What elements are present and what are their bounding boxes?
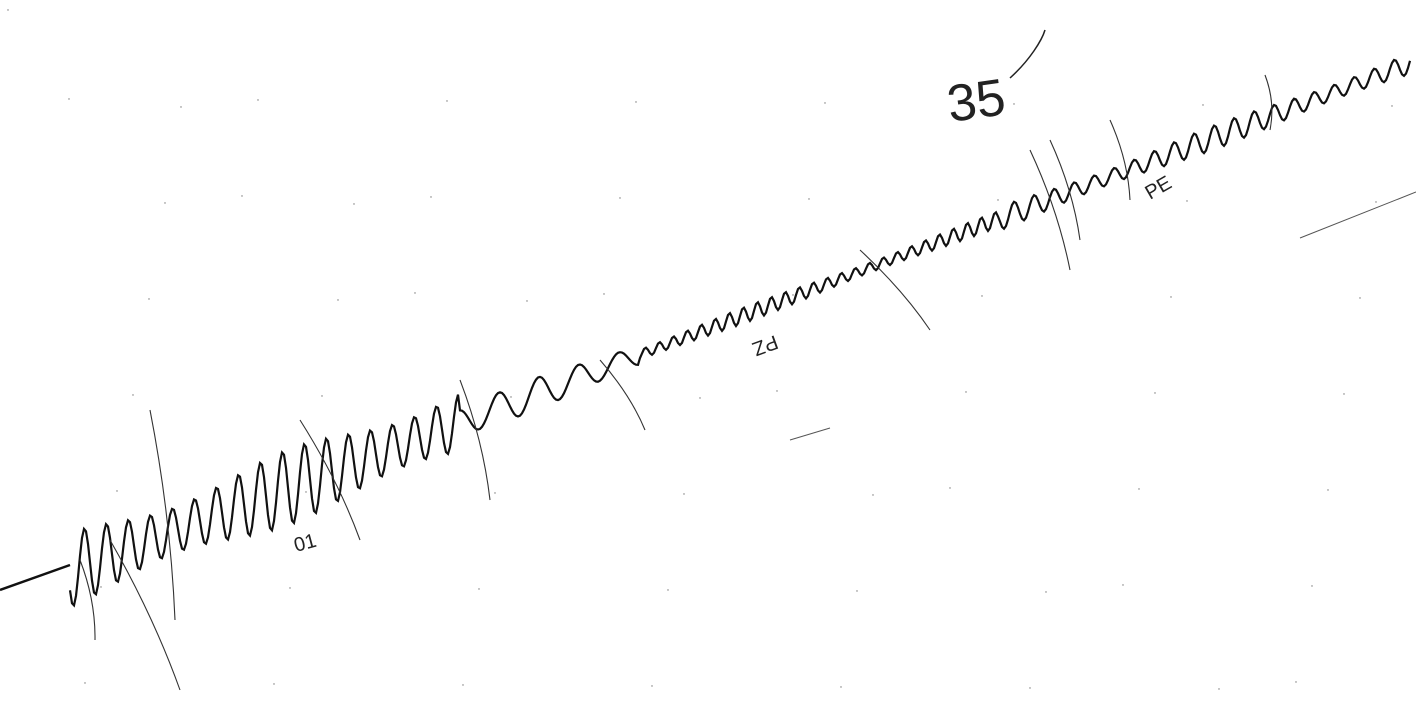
spike xyxy=(299,419,361,541)
speck xyxy=(792,294,794,296)
speck xyxy=(651,685,653,687)
speck xyxy=(808,198,810,200)
speck xyxy=(289,587,291,589)
speck xyxy=(840,686,842,688)
trace xyxy=(7,9,1412,691)
pen-stroke xyxy=(1299,191,1416,239)
speck xyxy=(824,102,826,104)
speck xyxy=(635,101,637,103)
speck xyxy=(241,195,243,197)
speck xyxy=(337,299,339,301)
speck xyxy=(1170,296,1172,298)
speck xyxy=(1202,104,1204,106)
spike xyxy=(459,379,491,501)
speck xyxy=(68,98,70,100)
speck xyxy=(1138,488,1140,490)
speck xyxy=(997,199,999,201)
spike xyxy=(149,409,176,621)
speck xyxy=(305,491,307,493)
speck xyxy=(1186,200,1188,202)
speck xyxy=(619,197,621,199)
speck xyxy=(414,292,416,294)
spike xyxy=(859,249,931,331)
speck xyxy=(7,9,9,11)
speck xyxy=(667,589,669,591)
handwritten-number: 35 xyxy=(944,68,1009,133)
speck xyxy=(1045,591,1047,593)
speck xyxy=(1375,201,1377,203)
spike xyxy=(1029,149,1071,271)
speck xyxy=(981,295,983,297)
trace-line xyxy=(68,58,1412,608)
speck xyxy=(478,588,480,590)
speck xyxy=(1154,392,1156,394)
speck xyxy=(1391,105,1393,107)
speck xyxy=(1122,584,1124,586)
speck xyxy=(100,586,102,588)
speck xyxy=(273,683,275,685)
speck xyxy=(949,487,951,489)
speck xyxy=(1311,585,1313,587)
speck xyxy=(164,202,166,204)
speck xyxy=(116,490,118,492)
speck xyxy=(965,391,967,393)
speck xyxy=(1029,687,1031,689)
speck xyxy=(1295,681,1297,683)
spike xyxy=(599,359,646,431)
speck xyxy=(1359,297,1361,299)
spike xyxy=(1109,119,1131,201)
spike xyxy=(1264,74,1273,131)
speck xyxy=(132,394,134,396)
speck xyxy=(872,494,874,496)
speck xyxy=(462,684,464,686)
speck xyxy=(856,590,858,592)
trace-start xyxy=(0,563,71,592)
speck xyxy=(1013,103,1015,105)
speck xyxy=(84,682,86,684)
spike xyxy=(109,539,181,691)
spike xyxy=(79,559,96,641)
speck xyxy=(683,493,685,495)
speck xyxy=(321,395,323,397)
pen-stroke xyxy=(789,427,831,441)
speck xyxy=(180,106,182,108)
speck xyxy=(1343,393,1345,395)
speck xyxy=(603,293,605,295)
speck xyxy=(526,300,528,302)
speck xyxy=(430,196,432,198)
speck xyxy=(148,298,150,300)
speck xyxy=(1218,688,1220,690)
speck xyxy=(257,99,259,101)
pen-stroke xyxy=(1009,29,1046,79)
speck xyxy=(494,492,496,494)
speck xyxy=(353,203,355,205)
speck xyxy=(1327,489,1329,491)
speck xyxy=(446,100,448,102)
speck xyxy=(699,397,701,399)
speck xyxy=(510,396,512,398)
spike xyxy=(1049,139,1081,241)
speck xyxy=(776,390,778,392)
